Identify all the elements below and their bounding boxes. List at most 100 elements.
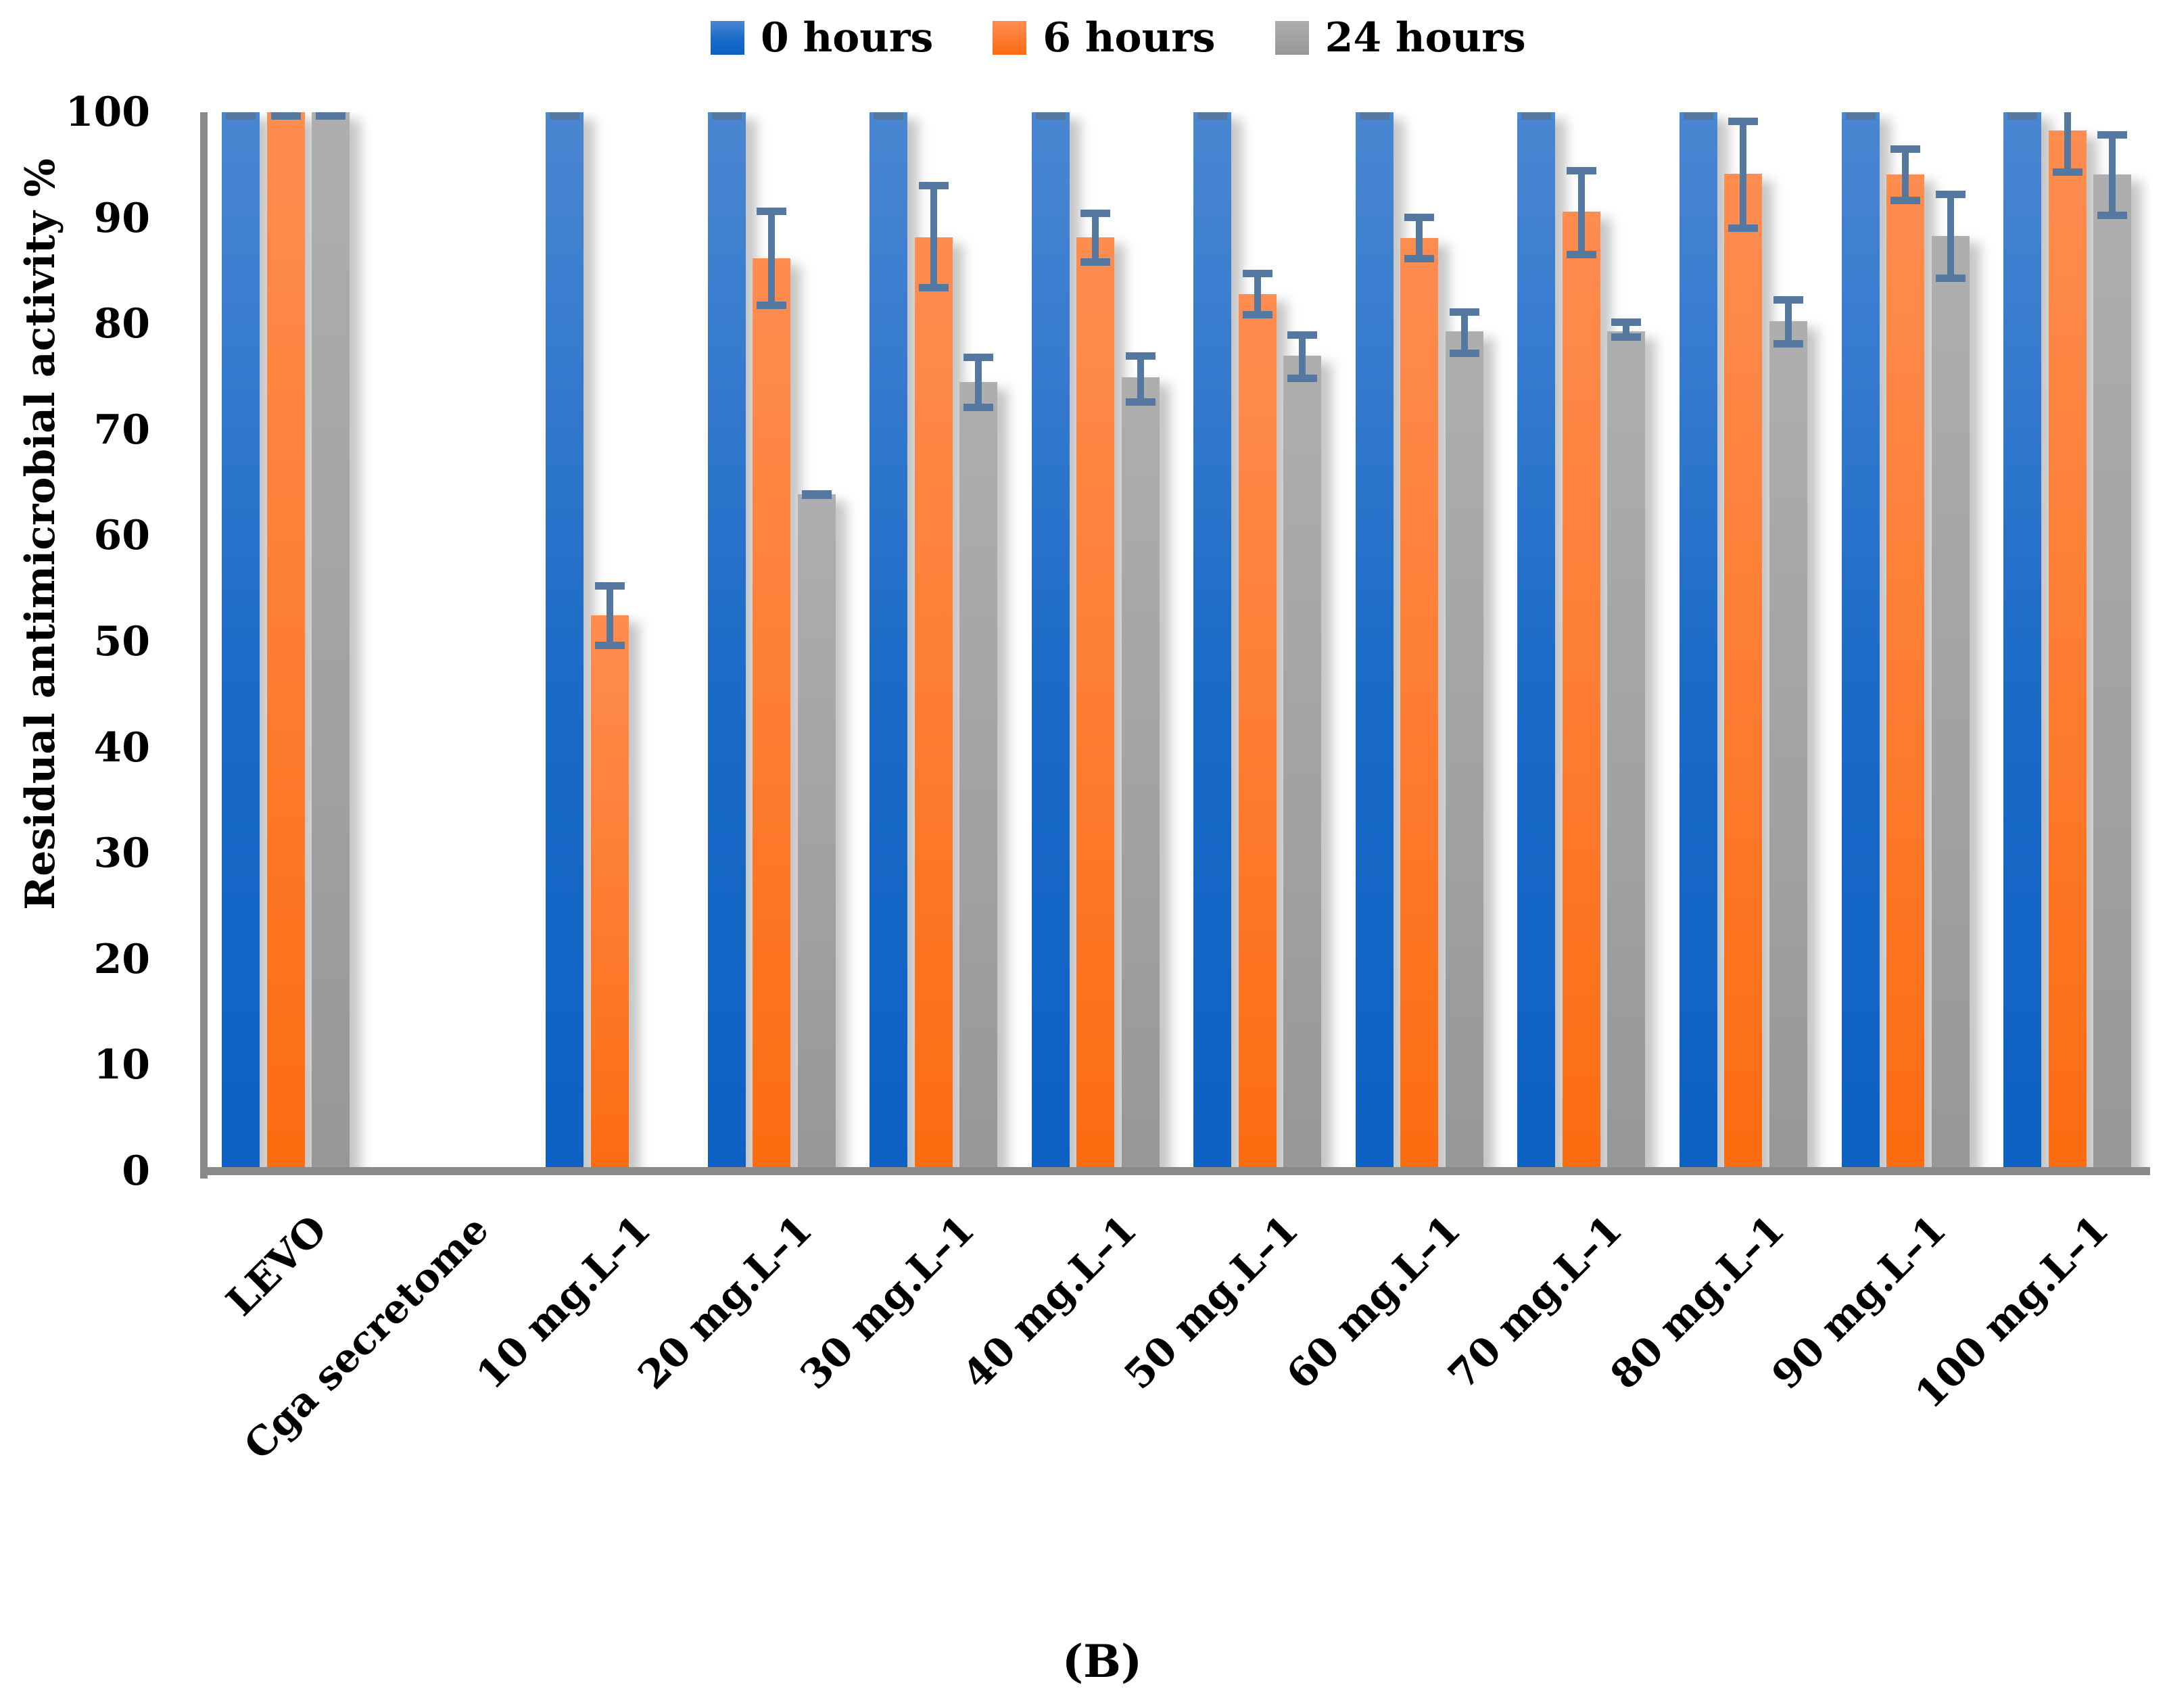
bar	[870, 112, 908, 1171]
error-bar-top-cap	[550, 112, 580, 120]
bar	[1076, 237, 1115, 1171]
error-bar-line	[606, 582, 613, 649]
x-tick-label: 10 mg.L–1	[467, 1206, 660, 1398]
y-tick-label: 0	[122, 1147, 150, 1195]
error-bar-line	[1947, 190, 1954, 282]
error-bar-top-cap	[1935, 190, 1966, 198]
error-bar-top-cap	[1845, 112, 1876, 120]
bar	[590, 615, 629, 1171]
error-bar-top-cap	[2007, 112, 2038, 120]
error-bar-line	[1460, 308, 1468, 357]
legend-item: 6 hours	[993, 14, 1216, 62]
error-bar-top-cap	[1125, 352, 1156, 360]
error-bar-line	[1577, 167, 1585, 259]
error-bar-bottom-cap	[757, 302, 787, 310]
bar	[1355, 112, 1394, 1171]
bar	[1562, 212, 1600, 1171]
x-axis-line	[200, 1167, 2150, 1175]
error-bar-top-cap	[226, 112, 256, 120]
bar	[753, 258, 791, 1171]
error-bar-top-cap	[1080, 210, 1111, 218]
bar	[2003, 112, 2042, 1171]
bar	[312, 112, 350, 1171]
error-bar-line	[1299, 331, 1306, 383]
error-bar-line	[1416, 214, 1423, 263]
bar	[2093, 174, 2132, 1171]
x-tick-label: 60 mg.L–1	[1277, 1206, 1469, 1398]
bar	[914, 237, 953, 1171]
bar	[266, 112, 305, 1171]
x-tick-label: LEVO	[217, 1206, 336, 1325]
error-bar-line	[1092, 210, 1099, 266]
error-bar-top-cap	[1404, 214, 1435, 222]
bar	[1931, 236, 1970, 1171]
chart-legend: 0 hours 6 hours 24 hours	[711, 18, 1586, 58]
y-tick-label: 70	[93, 406, 151, 454]
error-bar-bottom-cap	[1080, 258, 1111, 266]
y-tick-label: 80	[93, 300, 151, 348]
error-bar-bottom-cap	[1890, 197, 1920, 205]
error-bar-top-cap	[1611, 318, 1642, 327]
bar	[2048, 130, 2087, 1171]
bar	[222, 112, 260, 1171]
error-bar-line	[1902, 145, 1909, 205]
error-bar-top-cap	[270, 112, 301, 120]
bar	[1031, 112, 1070, 1171]
error-bar-top-cap	[1683, 112, 1713, 120]
y-tick-label: 50	[93, 618, 151, 665]
bar	[1607, 331, 1646, 1171]
x-tick-label: 80 mg.L–1	[1601, 1206, 1794, 1398]
error-bar-bottom-cap	[1449, 349, 1479, 357]
error-bar-bottom-cap	[1287, 375, 1318, 383]
bar	[546, 112, 584, 1171]
error-bar-bottom-cap	[1242, 311, 1272, 319]
y-tick-label: 30	[93, 830, 151, 878]
error-bar-top-cap	[1773, 296, 1803, 304]
bar	[797, 494, 836, 1171]
error-bar-bottom-cap	[1773, 339, 1803, 348]
error-bar-line	[1137, 352, 1144, 406]
legend-item: 0 hours	[711, 18, 933, 58]
figure-caption: (B)	[1062, 1635, 1143, 1688]
error-bar-top-cap	[1521, 112, 1552, 120]
legend-label: 6 hours	[1043, 14, 1216, 62]
bar	[959, 382, 998, 1171]
error-bar-top-cap	[1197, 112, 1228, 120]
bar	[707, 112, 746, 1171]
error-bar-top-cap	[757, 207, 787, 215]
bar	[1238, 294, 1277, 1171]
error-bar-line	[768, 207, 776, 310]
bar	[1445, 331, 1483, 1171]
legend-item: 24 hours	[1275, 18, 1526, 58]
plot-area	[203, 112, 2150, 1171]
legend-swatch-6-hours	[993, 21, 1027, 55]
error-bar-top-cap	[316, 112, 346, 120]
error-bar-bottom-cap	[2052, 168, 2082, 176]
y-tick-label: 100	[65, 89, 150, 136]
bar	[1724, 173, 1763, 1171]
error-bar-line	[2109, 131, 2116, 220]
error-bar-top-cap	[1449, 308, 1479, 316]
error-bar-bottom-cap	[594, 641, 625, 649]
error-bar-line	[1254, 270, 1261, 319]
error-bar-bottom-cap	[1611, 333, 1642, 341]
error-bar-top-cap	[874, 112, 904, 120]
y-tick-label: 10	[93, 1041, 151, 1089]
bar	[1841, 112, 1880, 1171]
x-tick-label: 50 mg.L–1	[1115, 1206, 1308, 1398]
error-bar-bottom-cap	[1125, 398, 1156, 406]
bar	[1400, 238, 1439, 1171]
legend-label: 0 hours	[761, 14, 934, 62]
bar	[1679, 112, 1717, 1171]
error-bar-bottom-cap	[1728, 224, 1759, 232]
bar	[1283, 356, 1322, 1171]
legend-swatch-24-hours	[1275, 21, 1309, 55]
error-bar-top-cap	[1359, 112, 1389, 120]
error-bar-bottom-cap	[1404, 255, 1435, 263]
error-bar-line	[1623, 318, 1630, 341]
x-tick-label: 70 mg.L–1	[1439, 1206, 1632, 1398]
error-bar-top-cap	[1287, 331, 1318, 339]
x-tick-label: 40 mg.L–1	[953, 1206, 1145, 1398]
error-bar-bottom-cap	[2097, 212, 2128, 220]
legend-swatch-0-hours	[711, 21, 744, 55]
